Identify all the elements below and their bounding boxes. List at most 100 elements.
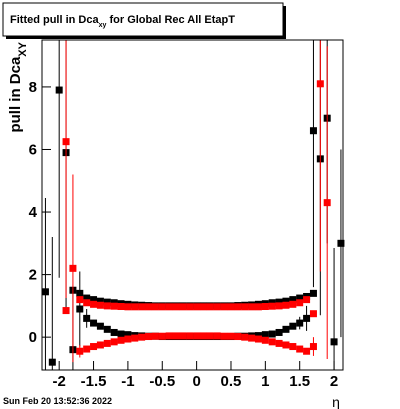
marker [275, 339, 283, 347]
marker [241, 333, 249, 341]
marker [117, 330, 125, 338]
marker [227, 332, 235, 340]
y-label-text: pull in Dca [7, 56, 24, 133]
x-tick-label: -1.5 [81, 373, 107, 390]
marker [76, 347, 84, 355]
marker [117, 336, 125, 344]
marker [131, 303, 139, 311]
marker [337, 239, 345, 247]
marker [206, 303, 214, 311]
x-tick-label: 0.5 [221, 373, 242, 390]
title-box [2, 2, 284, 37]
marker [76, 289, 84, 297]
marker [103, 325, 111, 333]
marker [206, 332, 214, 340]
x-tick-label: 1.5 [289, 373, 310, 390]
marker [289, 296, 297, 304]
marker [158, 332, 166, 340]
frame [41, 39, 344, 371]
marker [131, 334, 139, 342]
marker [275, 302, 283, 310]
marker [296, 319, 304, 327]
marker [213, 332, 221, 340]
marker [220, 332, 228, 340]
marker [309, 127, 317, 135]
marker [186, 332, 194, 340]
y-tick-label: 4 [29, 204, 38, 221]
marker [241, 303, 249, 311]
marker [303, 314, 311, 322]
marker [96, 341, 104, 349]
marker [316, 80, 324, 88]
marker [158, 303, 166, 311]
marker [90, 319, 98, 327]
marker [138, 333, 146, 341]
marker [76, 305, 84, 313]
title-text-rest: for Global Rec All EtapT [106, 14, 235, 26]
marker [275, 328, 283, 336]
x-tick-label: -0.5 [149, 373, 175, 390]
marker [199, 303, 207, 311]
marker [303, 296, 311, 304]
marker [193, 303, 201, 311]
chart-title: Fitted pull in Dcaxy for Global Rec All … [10, 14, 235, 29]
marker [234, 333, 242, 341]
marker [90, 296, 98, 304]
marker [309, 289, 317, 297]
x-tick-label: -1 [121, 373, 134, 390]
marker [96, 297, 104, 305]
marker [268, 338, 276, 346]
marker [69, 264, 77, 272]
y-tick-label: 8 [29, 79, 37, 96]
marker [309, 310, 317, 318]
marker [289, 322, 297, 330]
marker [138, 303, 146, 311]
x-tick-label: 2 [330, 373, 338, 390]
marker [268, 330, 276, 338]
marker [124, 335, 132, 343]
marker [83, 299, 91, 307]
marker [296, 299, 304, 307]
marker [248, 303, 256, 311]
marker [179, 303, 187, 311]
marker [282, 341, 290, 349]
marker [41, 288, 49, 296]
marker [145, 333, 153, 341]
x-tick-label: 0 [192, 373, 200, 390]
marker [268, 302, 276, 310]
marker [254, 335, 262, 343]
marker [83, 294, 91, 302]
marker [193, 332, 201, 340]
marker [103, 302, 111, 310]
marker [261, 331, 269, 339]
marker [110, 328, 118, 336]
marker [282, 325, 290, 333]
marker [227, 303, 235, 311]
y-label-subscript: XY [17, 41, 29, 56]
marker [165, 303, 173, 311]
y-tick-label: 2 [29, 267, 37, 284]
marker [330, 338, 338, 346]
marker [296, 345, 304, 353]
y-tick-label: 0 [29, 329, 37, 346]
marker [96, 301, 104, 309]
marker [303, 347, 311, 355]
marker [110, 302, 118, 310]
marker [289, 343, 297, 351]
marker [83, 345, 91, 353]
marker [248, 334, 256, 342]
marker [213, 303, 221, 311]
x-tick-label: 1 [261, 373, 269, 390]
y-axis-label: pull in DcaXY [7, 41, 29, 132]
marker [282, 297, 290, 305]
marker [309, 343, 317, 351]
marker [179, 332, 187, 340]
marker [103, 298, 111, 306]
x-tick-label: -2 [53, 373, 66, 390]
marker [145, 303, 153, 311]
marker [110, 338, 118, 346]
marker [83, 314, 91, 322]
marker [186, 303, 194, 311]
marker [151, 303, 159, 311]
